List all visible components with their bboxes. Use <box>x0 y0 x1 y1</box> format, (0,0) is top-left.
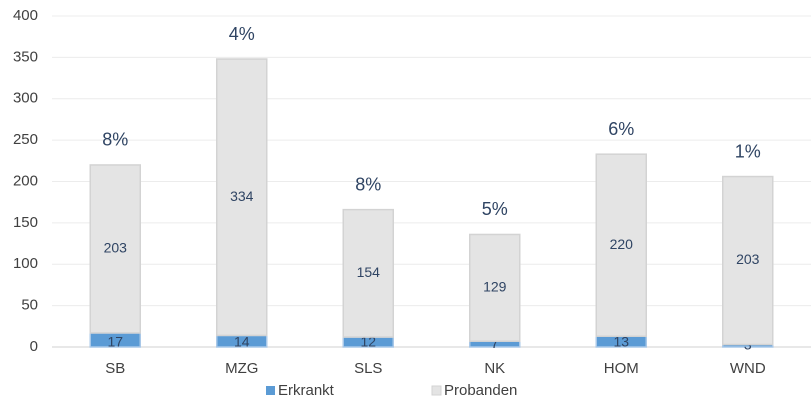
annotation: 6% <box>608 119 634 139</box>
bar-segment <box>216 58 268 337</box>
x-tick-label: NK <box>484 360 505 377</box>
annotation: 5% <box>482 199 508 219</box>
data-label: 154 <box>357 264 381 280</box>
legend-swatch <box>266 386 275 395</box>
y-tick-label: 400 <box>13 7 38 24</box>
bar-segment <box>89 164 141 334</box>
legend-label: Erkrankt <box>278 382 335 399</box>
data-label: 220 <box>610 236 634 252</box>
x-tick-label: HOM <box>604 360 639 377</box>
annotation: 8% <box>102 130 128 150</box>
bar-segment <box>722 175 774 346</box>
data-label: 13 <box>613 334 629 350</box>
x-tick-label: MZG <box>225 360 258 377</box>
data-label: 203 <box>104 240 128 256</box>
data-label: 7 <box>491 335 499 351</box>
data-label: 14 <box>234 334 250 350</box>
data-label: 334 <box>230 188 254 204</box>
data-label: 17 <box>107 334 123 350</box>
y-tick-label: 350 <box>13 48 38 65</box>
bar-segment <box>342 208 394 338</box>
y-tick-label: 300 <box>13 90 38 107</box>
annotation: 8% <box>355 174 381 194</box>
legend-swatch <box>431 385 442 396</box>
x-tick-label: SB <box>105 360 125 377</box>
y-tick-label: 100 <box>13 255 38 272</box>
annotation: 4% <box>229 24 255 44</box>
legend-label: Probanden <box>444 382 517 399</box>
data-label: 203 <box>736 251 760 267</box>
y-tick-label: 200 <box>13 172 38 189</box>
bar-segment <box>595 153 647 337</box>
data-label: 129 <box>483 279 507 295</box>
y-tick-label: 250 <box>13 131 38 148</box>
x-tick-label: WND <box>730 360 766 377</box>
x-tick-label: SLS <box>354 360 382 377</box>
y-tick-label: 0 <box>30 338 38 355</box>
y-tick-label: 50 <box>21 297 38 314</box>
y-tick-label: 150 <box>13 214 38 231</box>
bar-segment <box>469 233 521 342</box>
annotation: 1% <box>735 141 761 161</box>
